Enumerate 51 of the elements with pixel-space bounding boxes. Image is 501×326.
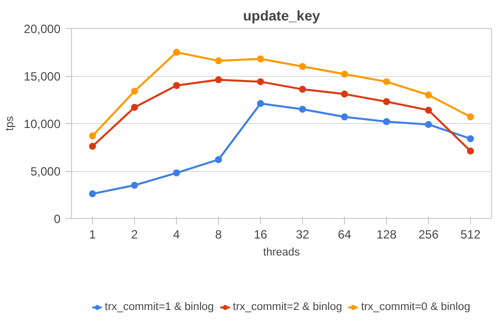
point: [89, 132, 96, 140]
point: [257, 100, 264, 108]
legend-label: trx_commit=0 & binlog: [361, 300, 470, 313]
legend-label: trx_commit=1 & binlog: [104, 300, 214, 313]
point: [341, 70, 348, 78]
y-tick-label: 10,000: [24, 117, 61, 131]
y-axis-title: tps: [4, 116, 16, 131]
x-tick-label: 2: [131, 228, 138, 242]
x-tick-label: 128: [376, 228, 397, 242]
x-tick-label: 64: [338, 228, 352, 242]
point: [341, 90, 348, 98]
point: [215, 57, 222, 64]
point: [215, 156, 222, 164]
point: [257, 55, 264, 62]
x-tick-label: 1: [89, 228, 96, 242]
point: [215, 76, 222, 84]
x-tick-label: 8: [215, 228, 222, 242]
chart-title: update_key: [242, 8, 320, 24]
y-tick-label: 20,000: [24, 22, 61, 36]
x-axis-title: threads: [263, 246, 300, 258]
point: [383, 98, 390, 106]
point: [131, 104, 138, 111]
point: [257, 78, 264, 86]
point: [341, 113, 348, 120]
point: [173, 169, 180, 176]
x-tick-label: 32: [296, 228, 310, 242]
point: [425, 106, 432, 114]
point: [131, 182, 138, 189]
point: [467, 148, 474, 155]
point: [299, 106, 306, 113]
point: [299, 86, 306, 93]
point: [467, 135, 474, 142]
y-tick-label: 15,000: [24, 70, 61, 84]
legend-label: trx_commit=2 & binlog: [232, 300, 342, 313]
point: [131, 88, 138, 95]
point: [383, 78, 390, 86]
x-tick-label: 4: [173, 228, 180, 242]
point: [173, 82, 180, 89]
point: [425, 92, 432, 98]
point: [299, 63, 306, 70]
point: [383, 118, 390, 126]
x-tick-label: 16: [254, 228, 268, 242]
x-tick-label: 256: [418, 228, 439, 242]
y-tick-label: 5,000: [30, 164, 61, 178]
x-tick-label: 512: [460, 228, 481, 242]
y-tick-label: 0: [54, 212, 61, 226]
point: [89, 142, 96, 150]
point: [425, 120, 432, 128]
point: [467, 113, 474, 120]
point: [89, 190, 96, 198]
point: [173, 48, 180, 56]
